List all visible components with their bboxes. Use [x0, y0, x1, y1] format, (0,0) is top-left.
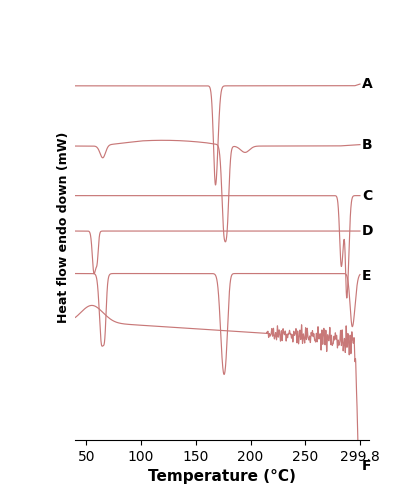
Text: A: A	[362, 78, 373, 92]
Text: F: F	[362, 459, 372, 473]
X-axis label: Temperature (°C): Temperature (°C)	[148, 470, 296, 484]
Text: C: C	[362, 188, 372, 202]
Text: E: E	[362, 270, 372, 283]
Y-axis label: Heat flow endo down (mW): Heat flow endo down (mW)	[57, 132, 70, 323]
Text: D: D	[362, 224, 374, 238]
Text: B: B	[362, 138, 373, 151]
